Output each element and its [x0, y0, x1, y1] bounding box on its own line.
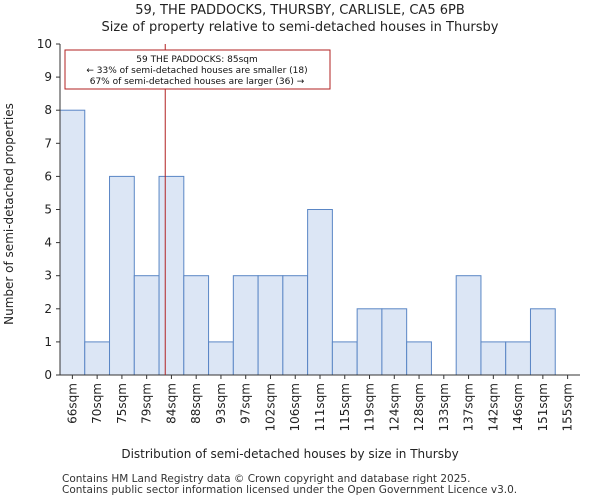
- annotation-line-2: ← 33% of semi-detached houses are smalle…: [86, 66, 307, 76]
- y-tick-label: 9: [44, 70, 52, 84]
- footer-copyright: Contains HM Land Registry data © Crown c…: [62, 473, 471, 485]
- bar-124sqm: [381, 308, 408, 376]
- bar-137sqm: [455, 275, 482, 376]
- y-tick-label: 2: [44, 302, 52, 316]
- x-tick-label: 111sqm: [313, 383, 327, 431]
- bar-128sqm: [406, 341, 432, 376]
- annotation-line-3: 67% of semi-detached houses are larger (…: [90, 77, 305, 87]
- x-tick-label: 106sqm: [288, 383, 302, 431]
- x-tick-label: 124sqm: [387, 383, 401, 431]
- x-tick-label: 88sqm: [189, 383, 203, 424]
- annotation-line-1: 59 THE PADDOCKS: 85sqm: [136, 55, 258, 65]
- x-tick-label: 128sqm: [412, 383, 426, 431]
- y-tick-label: 8: [44, 103, 52, 117]
- footer-licence: Contains public sector information licen…: [62, 484, 518, 496]
- y-tick-label: 6: [44, 169, 52, 183]
- x-tick-label: 151sqm: [536, 383, 550, 431]
- y-tick-label: 10: [37, 37, 52, 51]
- chart-title: 59, THE PADDOCKS, THURSBY, CARLISLE, CA5…: [135, 3, 465, 18]
- x-tick-label: 115sqm: [338, 383, 352, 431]
- x-axis-label: Distribution of semi-detached houses by …: [121, 447, 458, 461]
- bar-151sqm: [529, 308, 556, 376]
- bar-75sqm: [109, 175, 135, 376]
- bar-70sqm: [84, 341, 111, 376]
- bar-97sqm: [232, 275, 259, 376]
- y-axis-label: Number of semi-detached properties: [2, 103, 16, 325]
- x-tick-label: 79sqm: [140, 383, 154, 424]
- y-tick-label: 0: [44, 368, 52, 382]
- bar-106sqm: [282, 275, 309, 376]
- x-tick-label: 119sqm: [363, 383, 377, 431]
- x-tick-label: 142sqm: [486, 383, 500, 431]
- bar-115sqm: [331, 341, 358, 376]
- y-tick-label: 7: [44, 136, 52, 150]
- bar-66sqm: [59, 109, 86, 376]
- bar-146sqm: [505, 341, 531, 376]
- y-axis: 0 1 2 3 4 5 6 7 8 9 10: [37, 37, 60, 382]
- bar-119sqm: [356, 308, 383, 376]
- bar-88sqm: [183, 275, 210, 376]
- bar-79sqm: [133, 275, 160, 376]
- chart-subtitle: Size of property relative to semi-detach…: [101, 20, 499, 35]
- y-tick-label: 3: [44, 269, 52, 283]
- x-tick-label: 70sqm: [90, 383, 104, 424]
- x-tick-label: 66sqm: [65, 383, 79, 424]
- bar-111sqm: [307, 209, 333, 376]
- x-tick-label: 137sqm: [462, 383, 476, 431]
- annotation-rect: [64, 49, 331, 90]
- bar-84sqm: [158, 175, 185, 376]
- x-tick-label: 75sqm: [115, 383, 129, 424]
- bar-93sqm: [208, 341, 234, 376]
- x-tick-label: 155sqm: [561, 383, 575, 431]
- bar-142sqm: [480, 341, 507, 376]
- x-tick-label: 97sqm: [239, 383, 253, 424]
- x-tick-label: 84sqm: [164, 383, 178, 424]
- x-tick-label: 133sqm: [437, 383, 451, 431]
- bars-group: [59, 109, 556, 376]
- bar-102sqm: [257, 275, 284, 376]
- annotation-box: 59 THE PADDOCKS: 85sqm ← 33% of semi-det…: [64, 49, 331, 90]
- x-tick-label: 146sqm: [511, 383, 525, 431]
- y-tick-label: 1: [44, 335, 52, 349]
- x-axis: 66sqm 70sqm 75sqm 79sqm 84sqm 88sqm 93sqm 97sqm…: [65, 375, 575, 431]
- x-tick-label: 93sqm: [214, 383, 228, 424]
- y-tick-label: 4: [44, 236, 52, 250]
- x-tick-label: 102sqm: [263, 383, 277, 431]
- y-tick-label: 5: [44, 203, 52, 217]
